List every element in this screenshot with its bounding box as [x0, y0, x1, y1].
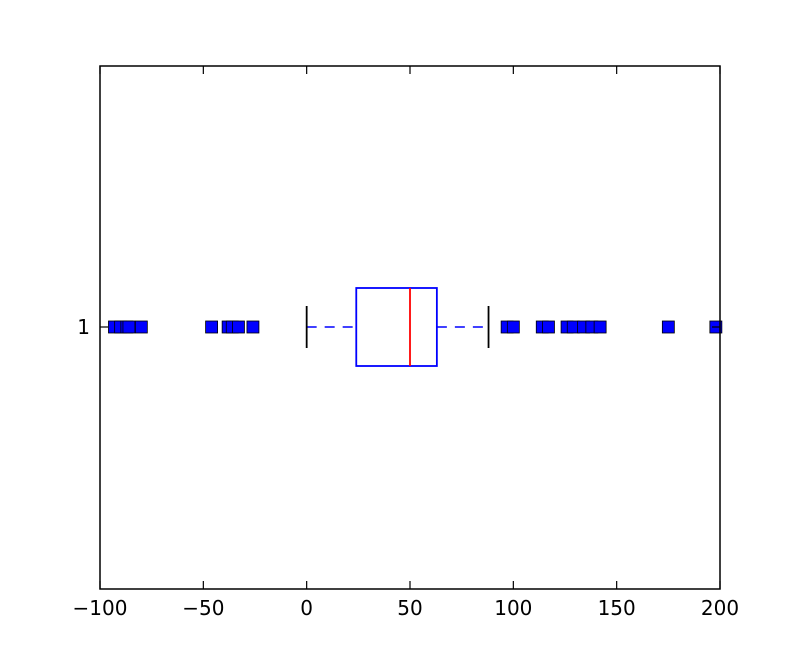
outlier-point	[593, 320, 607, 334]
x-tick-label: 100	[494, 596, 532, 620]
axes-frame	[99, 65, 721, 590]
x-tick-label: −50	[182, 596, 224, 620]
x-tick-label: 150	[598, 596, 636, 620]
box-iqr	[355, 287, 438, 367]
outlier-point	[506, 320, 520, 334]
outlier-point	[205, 320, 219, 334]
y-tick-label: 1	[77, 315, 90, 339]
x-tick-label: 50	[397, 596, 422, 620]
x-axis: −100 −50 0 50 100 150 200	[73, 66, 739, 620]
x-tick-label: 0	[300, 596, 313, 620]
y-axis: 1	[77, 315, 720, 339]
outlier-point	[661, 320, 675, 334]
outlier-point	[542, 320, 555, 334]
outlier-point	[246, 320, 260, 334]
x-tick-label: −100	[73, 596, 128, 620]
x-tick-label: 200	[701, 596, 739, 620]
outlier-point	[232, 320, 245, 334]
outlier-point	[122, 320, 136, 334]
outlier-point	[134, 320, 148, 334]
plot-area	[108, 287, 723, 367]
